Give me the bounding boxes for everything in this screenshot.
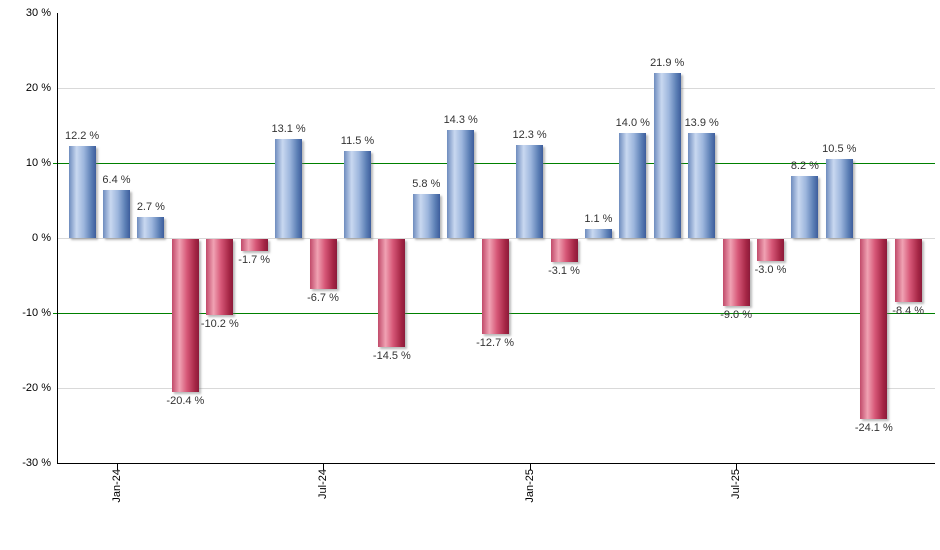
- bar-value-label: -10.2 %: [200, 318, 239, 330]
- positive-bar: [137, 217, 165, 238]
- negative-bar: [309, 238, 337, 289]
- bar-value-label: -9.0 %: [720, 309, 752, 321]
- bar-value-label: -6.7 %: [307, 291, 339, 304]
- y-tick-label: 0 %: [32, 232, 51, 244]
- bar-value-label: 14.3 %: [443, 114, 478, 127]
- x-tick: [323, 463, 324, 470]
- bar-value-label: 1.1 %: [584, 213, 613, 226]
- bar-value-label: -3.1 %: [548, 264, 580, 277]
- positive-bar: [791, 176, 819, 238]
- bar-value-label: -14.5 %: [372, 350, 411, 363]
- positive-bar: [584, 229, 612, 238]
- positive-bar: [412, 194, 440, 238]
- bar-value-label: -3.0 %: [754, 264, 787, 276]
- negative-bar: [206, 238, 234, 315]
- y-tick-label: 30 %: [25, 7, 51, 19]
- bar-value-label: -20.4 %: [166, 394, 205, 407]
- bar-value-label: 13.9 %: [684, 117, 719, 130]
- x-tick-label: Jul-24: [317, 469, 329, 499]
- bar-value-label: 8.2 %: [790, 160, 819, 172]
- negative-bar: [894, 238, 922, 302]
- positive-bar: [516, 145, 544, 238]
- bar-value-label: -12.7 %: [476, 336, 515, 349]
- negative-bar: [240, 238, 268, 252]
- x-tick-label: Jul-25: [730, 469, 743, 499]
- y-tick-label: -30 %: [22, 457, 51, 469]
- positive-bar: [68, 146, 96, 238]
- bar-value-label: 10.5 %: [822, 142, 857, 155]
- positive-bar: [275, 139, 303, 238]
- bar-value-label: 13.1 %: [271, 123, 306, 136]
- bar-value-label: -24.1 %: [854, 422, 893, 435]
- y-axis-line: [57, 13, 58, 464]
- bar-value-label: 2.7 %: [136, 201, 165, 214]
- positive-bar: [688, 133, 716, 238]
- bar-value-label: 6.4 %: [102, 173, 131, 186]
- positive-bar: [447, 130, 475, 238]
- threshold-gridline: [53, 163, 935, 164]
- negative-bar: [550, 238, 578, 262]
- y-tick-label: -20 %: [22, 382, 51, 394]
- negative-bar: [378, 238, 406, 348]
- x-tick-label: Jan-25: [523, 469, 536, 503]
- x-tick-label: Jan-24: [110, 469, 123, 503]
- bar-value-label: -8.4 %: [892, 304, 925, 317]
- x-axis-line: [57, 463, 935, 464]
- bar-value-label: 12.3 %: [512, 129, 547, 142]
- negative-bar: [860, 238, 888, 420]
- bar-value-label: 21.9 %: [650, 57, 685, 70]
- bar-value-label: 12.2 %: [64, 130, 100, 142]
- positive-bar: [825, 158, 853, 238]
- negative-bar: [171, 238, 199, 392]
- bar-value-label: 14.0 %: [615, 116, 650, 129]
- y-tick-label: 10 %: [25, 157, 51, 169]
- x-tick: [736, 463, 738, 470]
- bar-value-label: -1.7 %: [238, 254, 271, 267]
- bar-value-label: 11.5 %: [340, 135, 375, 148]
- bar-value-label: 5.8 %: [412, 178, 441, 190]
- positive-bar: [103, 189, 130, 238]
- negative-bar: [757, 238, 784, 261]
- positive-bar: [653, 73, 681, 238]
- negative-bar: [481, 238, 509, 334]
- y-tick-label: 20 %: [25, 82, 51, 94]
- y-gridline: [57, 88, 935, 89]
- y-tick-label: -10 %: [22, 307, 51, 319]
- negative-bar: [722, 238, 750, 306]
- x-tick: [529, 463, 531, 470]
- positive-bar: [619, 132, 647, 238]
- y-gridline: [57, 388, 935, 389]
- positive-bar: [344, 151, 371, 238]
- x-tick: [116, 463, 118, 470]
